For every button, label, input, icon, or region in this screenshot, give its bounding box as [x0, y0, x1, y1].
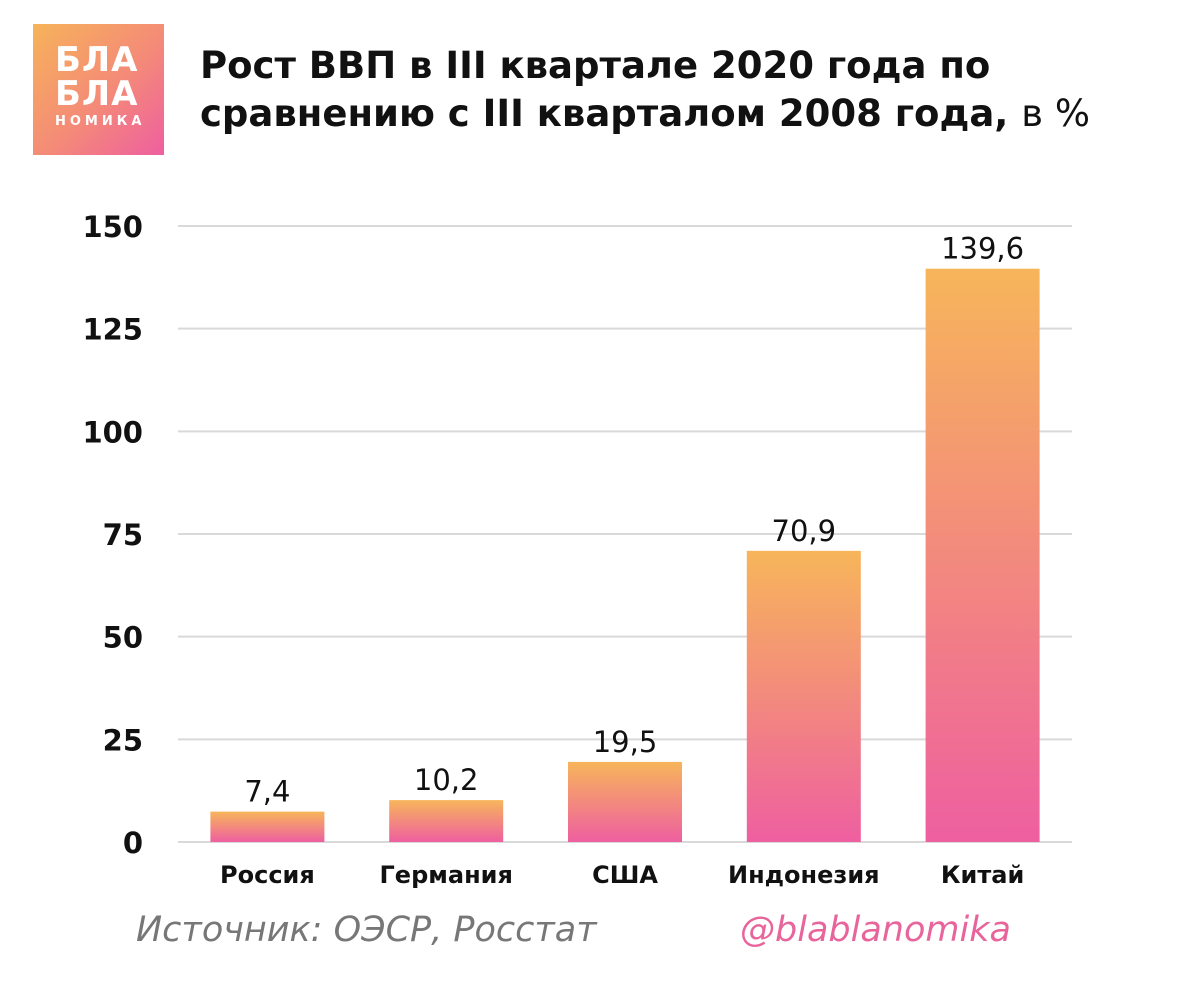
- bar-0: [210, 811, 325, 842]
- y-tick-label: 100: [82, 415, 143, 449]
- x-tick-label: Германия: [380, 861, 513, 889]
- y-tick-label: 50: [103, 621, 143, 655]
- logo-line-3: НОМИКА: [55, 114, 146, 129]
- bar-3: [746, 550, 861, 842]
- bar-4: [925, 268, 1040, 842]
- chart-title: Рост ВВП в III квартале 2020 года по сра…: [200, 42, 1160, 138]
- value-label: 7,4: [244, 775, 290, 809]
- value-labels: 7,4 10,2 19,5 70,9 139,6: [244, 232, 1024, 809]
- logo-line-1: БЛА: [55, 40, 139, 80]
- chart-title-unit: в %: [1021, 92, 1090, 135]
- y-axis-ticks: 0 25 50 75 100 125 150: [82, 210, 143, 860]
- y-tick-label: 75: [103, 518, 143, 552]
- x-tick-label: Россия: [220, 861, 315, 889]
- chart-title-main: Рост ВВП в III квартале 2020 года по сра…: [200, 44, 1009, 135]
- value-label: 10,2: [414, 763, 479, 797]
- value-label: 70,9: [772, 514, 837, 548]
- y-tick-label: 125: [82, 313, 143, 347]
- x-tick-label: Индонезия: [728, 861, 880, 889]
- social-handle[interactable]: @blablanomika: [740, 910, 1011, 950]
- value-label: 19,5: [593, 725, 658, 759]
- logo-line-2: БЛА: [55, 74, 139, 114]
- bar-1: [389, 800, 504, 842]
- brand-logo: БЛА БЛА НОМИКА: [33, 24, 164, 155]
- y-tick-label: 150: [82, 210, 143, 244]
- source-note: Источник: ОЭСР, Росстат: [136, 910, 597, 950]
- x-axis-ticks: Россия Германия США Индонезия Китай: [220, 861, 1024, 889]
- y-tick-label: 25: [103, 723, 143, 757]
- x-tick-label: США: [592, 861, 658, 889]
- x-tick-label: Китай: [941, 861, 1024, 889]
- value-label: 139,6: [941, 232, 1024, 266]
- bars: [210, 268, 1040, 842]
- y-tick-label: 0: [123, 826, 143, 860]
- bar-2: [568, 761, 682, 842]
